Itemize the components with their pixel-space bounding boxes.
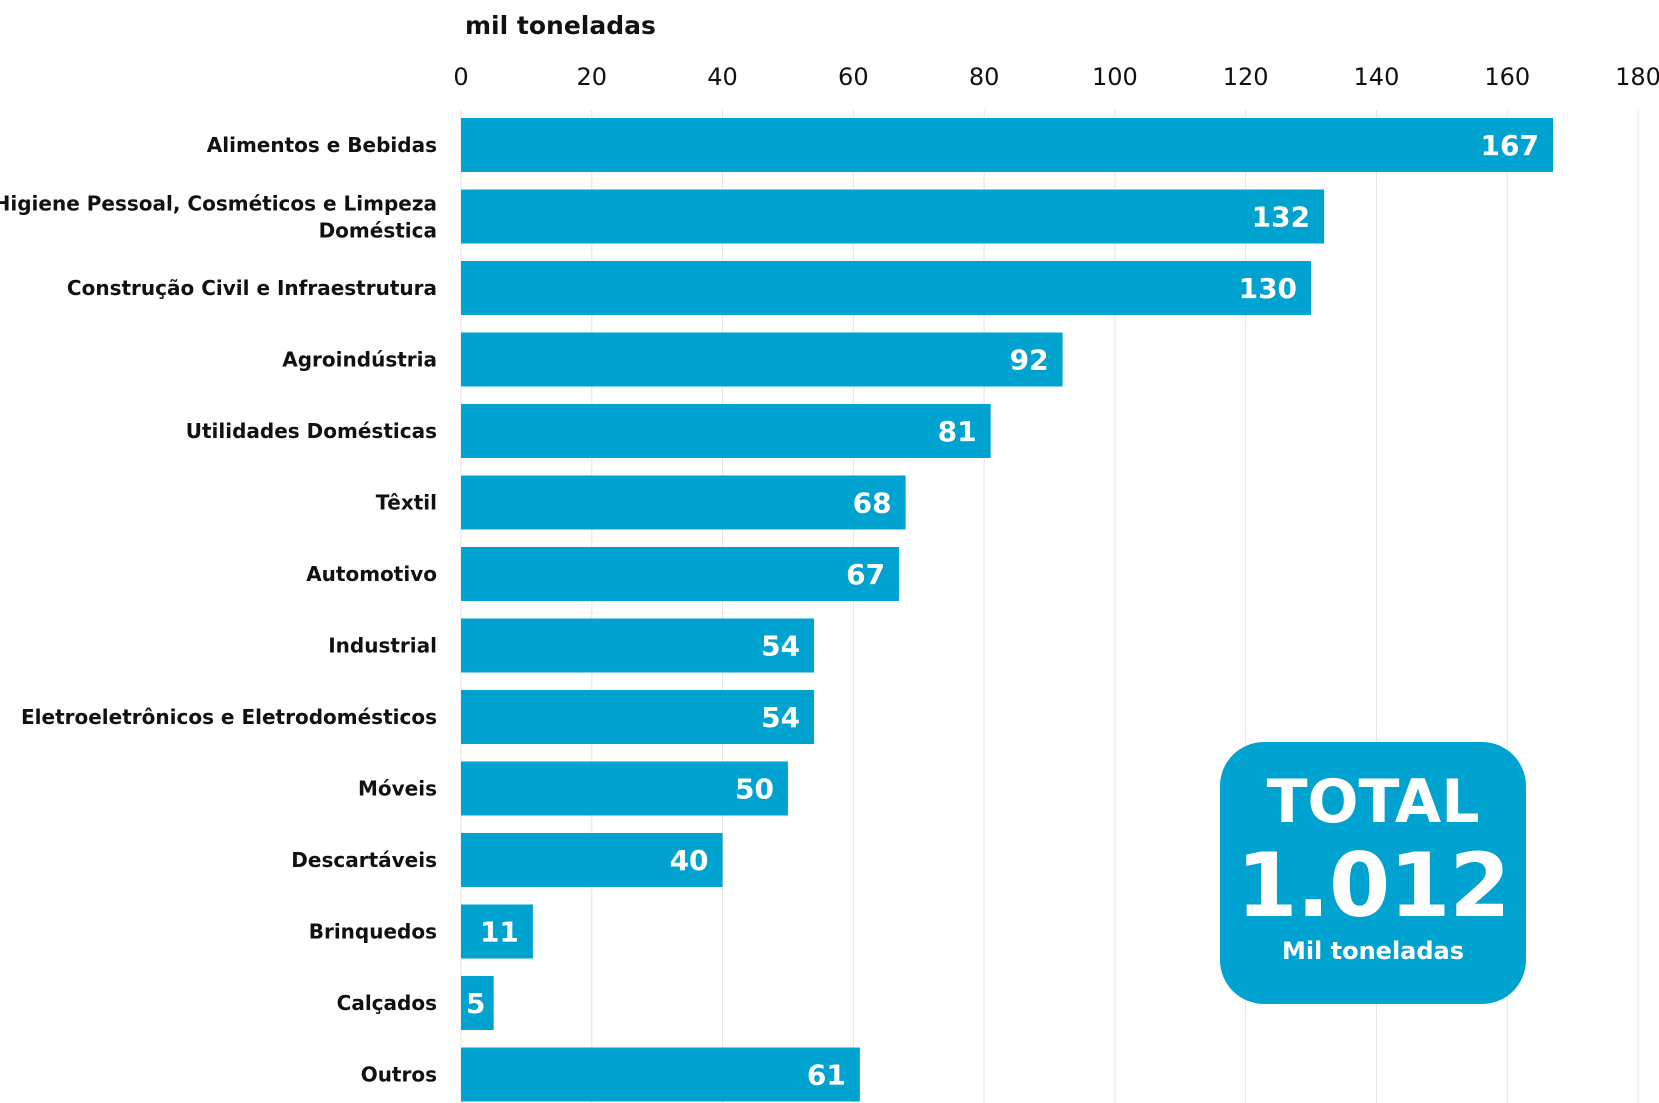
bar-value-label: 81 — [938, 415, 977, 448]
total-value: 1.012 — [1236, 834, 1510, 937]
x-tick-label: 20 — [577, 63, 608, 91]
bar-value-label: 132 — [1252, 201, 1310, 234]
bar-value-label: 54 — [761, 630, 800, 663]
total-badge: TOTAL 1.012 Mil toneladas — [1220, 742, 1526, 1004]
total-unit: Mil toneladas — [1281, 937, 1465, 965]
bar — [461, 261, 1312, 315]
x-tick-label: 120 — [1223, 63, 1269, 91]
bar-value-label: 40 — [670, 844, 709, 877]
bar — [461, 690, 815, 744]
x-tick-label: 60 — [838, 63, 869, 91]
bar — [461, 475, 906, 530]
bar-value-label: 50 — [735, 773, 774, 806]
x-tick-label: 180 — [1615, 63, 1659, 91]
bar — [461, 332, 1063, 387]
bars: 167 Alimentos e Bebidas 132 Higiene Pessoal… — [0, 118, 1553, 1102]
bar-value-label: 67 — [846, 558, 885, 591]
x-tick-label: 100 — [1092, 63, 1138, 91]
bar — [461, 618, 815, 673]
bar — [461, 761, 788, 816]
bar-value-label: 5 — [466, 987, 485, 1020]
x-tick-label: 160 — [1484, 63, 1530, 91]
total-label: TOTAL — [1266, 767, 1480, 837]
bar — [461, 118, 1553, 172]
category-label: Alimentos e Bebidas — [207, 133, 437, 157]
bar-value-label: 11 — [480, 916, 519, 949]
category-label: Eletroeletrônicos e Eletrodomésticos — [21, 705, 437, 729]
bar-value-label: 68 — [853, 487, 892, 520]
category-label: Industrial — [328, 634, 437, 658]
category-label: Calçados — [337, 991, 437, 1015]
category-label: Construção Civil e Infraestrutura — [67, 276, 437, 300]
category-label: Outros — [361, 1063, 437, 1087]
x-tick-label: 80 — [969, 63, 1000, 91]
category-label: Móveis — [358, 777, 437, 801]
category-label: Descartáveis — [291, 848, 437, 872]
category-label: Têxtil — [376, 491, 437, 515]
category-label: Utilidades Domésticas — [186, 419, 437, 443]
x-tick-label: 40 — [707, 63, 738, 91]
bar — [461, 404, 991, 458]
category-label: Agroindústria — [282, 348, 437, 372]
bar — [461, 547, 900, 601]
x-axis-ticks: 0 20 40 60 80 100 120 140 160 180 — [453, 63, 1659, 91]
category-label: Automotivo — [306, 562, 437, 586]
bar-value-label: 92 — [1010, 344, 1049, 377]
bar — [461, 1047, 860, 1102]
bar — [461, 976, 494, 1030]
bar — [461, 189, 1325, 244]
bar — [461, 904, 533, 959]
x-tick-label: 140 — [1354, 63, 1400, 91]
bar — [461, 833, 723, 887]
unit-label: mil toneladas — [465, 11, 656, 40]
category-label: Brinquedos — [309, 920, 437, 944]
x-tick-label: 0 — [453, 63, 468, 91]
bar-value-label: 167 — [1481, 129, 1539, 162]
category-label: Higiene Pessoal, Cosméticos e Limpeza Dom… — [0, 192, 437, 243]
bar-value-label: 130 — [1239, 272, 1297, 305]
bar-value-label: 61 — [807, 1059, 846, 1092]
bar-value-label: 54 — [761, 701, 800, 734]
